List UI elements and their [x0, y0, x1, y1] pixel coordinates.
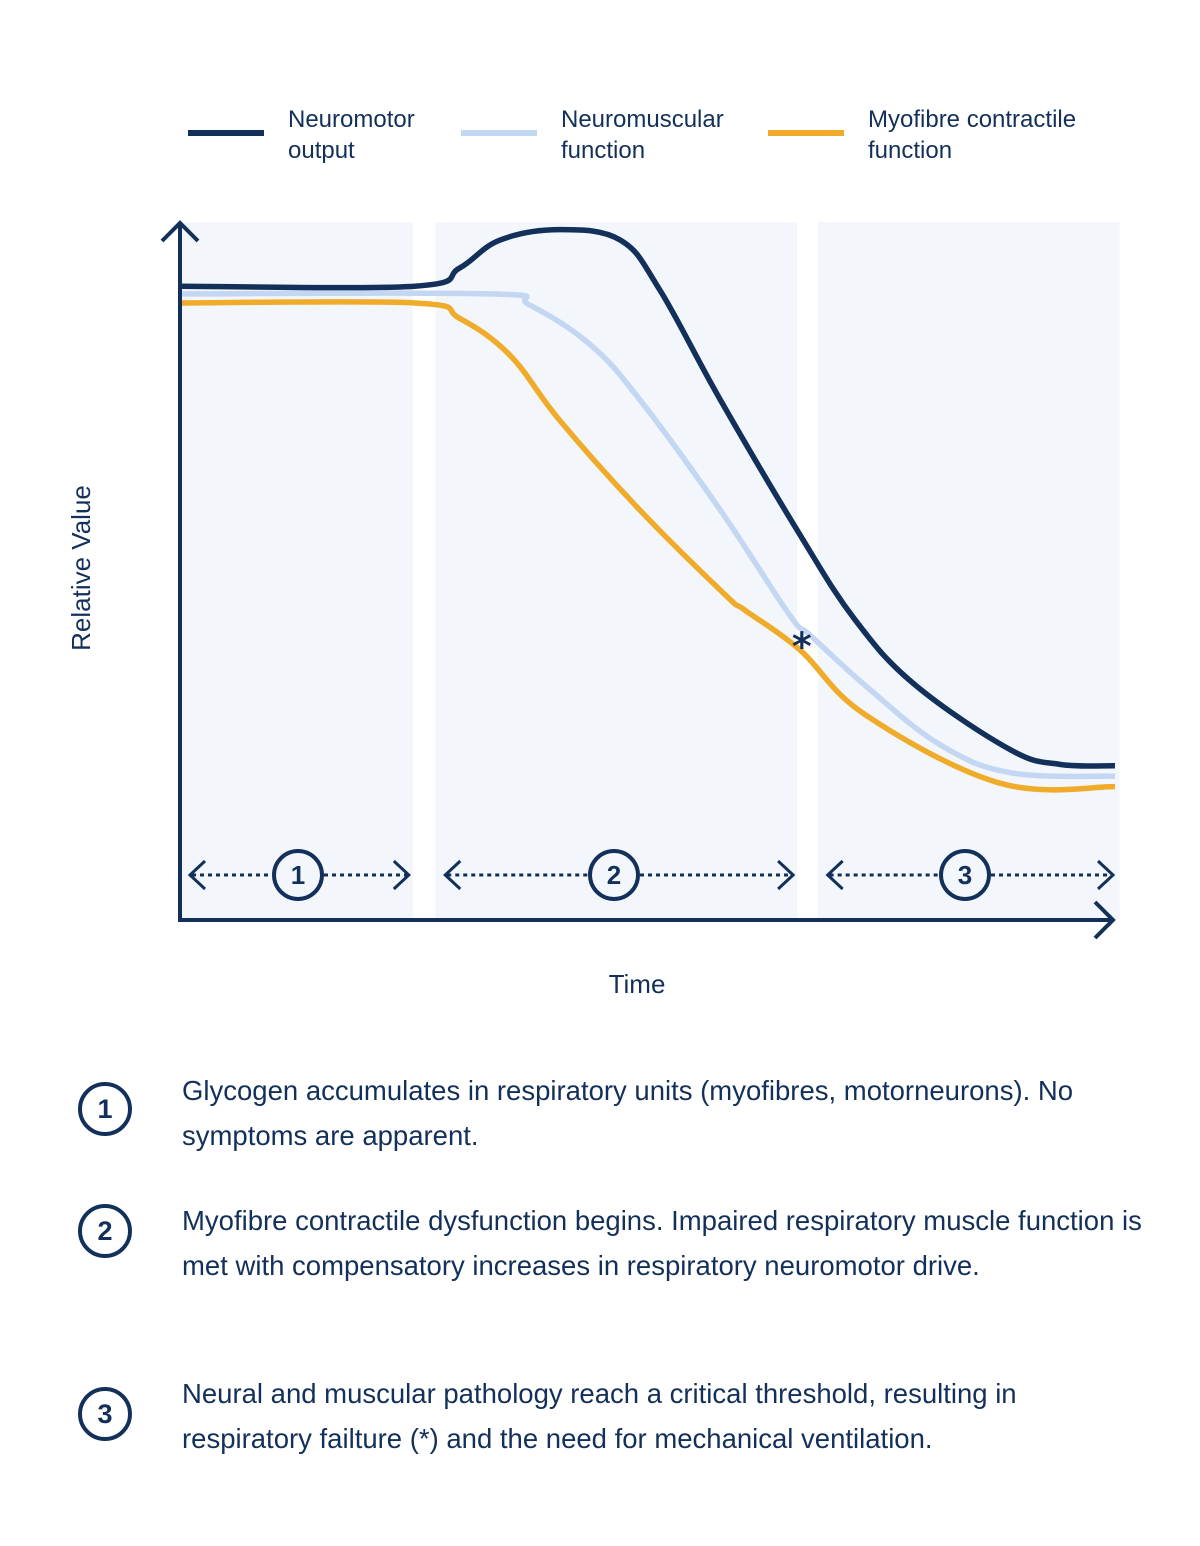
arrow-right-icon — [1096, 859, 1116, 891]
phase-band-2 — [435, 222, 798, 920]
note-text: Myofibre contractile dysfunction begins.… — [182, 1205, 1142, 1281]
note-number-badge: 1 — [78, 1082, 132, 1136]
legend-item-neuromotor: Neuromotor output — [188, 104, 415, 166]
y-axis-label: Relative Value — [66, 485, 96, 651]
respiratory-failure-asterisk: * — [792, 624, 812, 668]
phase-number: 3 — [958, 860, 972, 890]
arrow-left-icon — [187, 859, 207, 891]
legend-label-line: function — [561, 137, 646, 164]
arrow-right-icon — [392, 859, 412, 891]
phase-number-circle — [588, 849, 640, 901]
legend-label-line: Neuromuscular — [561, 106, 724, 133]
phase-number: 2 — [607, 860, 621, 890]
legend-label-line: Neuromotor — [288, 106, 415, 133]
y-axis-arrow-icon — [160, 220, 200, 243]
note-text: Neural and muscular pathology reach a cr… — [182, 1378, 1017, 1454]
legend-item-myofibre: Myofibre contractile function — [768, 104, 1076, 166]
phase-arrows: 1 2 3 — [187, 849, 1116, 901]
legend-swatch-myofibre — [768, 130, 844, 136]
phase-bands — [180, 222, 1120, 920]
note-number-badge: 2 — [78, 1204, 132, 1258]
series-line-neuromuscular-function — [179, 290, 1116, 780]
phase-arrow-3: 3 — [825, 849, 1116, 901]
arrow-right-icon — [777, 859, 796, 891]
legend-label-neuromotor: Neuromotor output — [288, 104, 415, 166]
legend-label-line: output — [288, 137, 355, 164]
x-axis-label: Time — [609, 969, 666, 999]
phase-band-3 — [817, 222, 1120, 920]
chart-legend: Neuromotor output Neuromuscular function… — [0, 104, 1200, 174]
legend-swatch-neuromotor — [188, 130, 264, 136]
legend-item-neuromuscular: Neuromuscular function — [461, 104, 724, 166]
arrow-left-icon — [825, 859, 844, 891]
note-number-badge: 3 — [78, 1387, 132, 1441]
phase-number-circle — [939, 849, 991, 901]
note-text: Glycogen accumulates in respiratory unit… — [182, 1075, 1074, 1151]
legend-swatch-neuromuscular — [461, 130, 537, 136]
axes — [160, 220, 1116, 940]
legend-label-myofibre: Myofibre contractile function — [868, 104, 1076, 166]
annotations: * — [792, 624, 812, 668]
line-chart: 1 2 3 * Relative Value Time — [66, 220, 1120, 999]
legend-label-neuromuscular: Neuromuscular function — [561, 104, 724, 166]
series-lines — [179, 226, 1116, 793]
legend-label-line: Myofibre contractile — [868, 106, 1077, 133]
phase-band-1 — [180, 222, 413, 920]
phase-arrow-1: 1 — [187, 849, 412, 901]
phase-number-circle — [272, 849, 324, 901]
series-line-myofibre-contractile-function — [179, 298, 1116, 793]
phase-number: 1 — [291, 860, 305, 890]
series-line-neuromotor-output — [179, 226, 1116, 769]
phase-arrow-2: 2 — [443, 849, 796, 901]
legend-label-line: function — [868, 137, 953, 164]
arrow-left-icon — [443, 859, 462, 891]
x-axis-arrow-icon — [1093, 900, 1116, 940]
